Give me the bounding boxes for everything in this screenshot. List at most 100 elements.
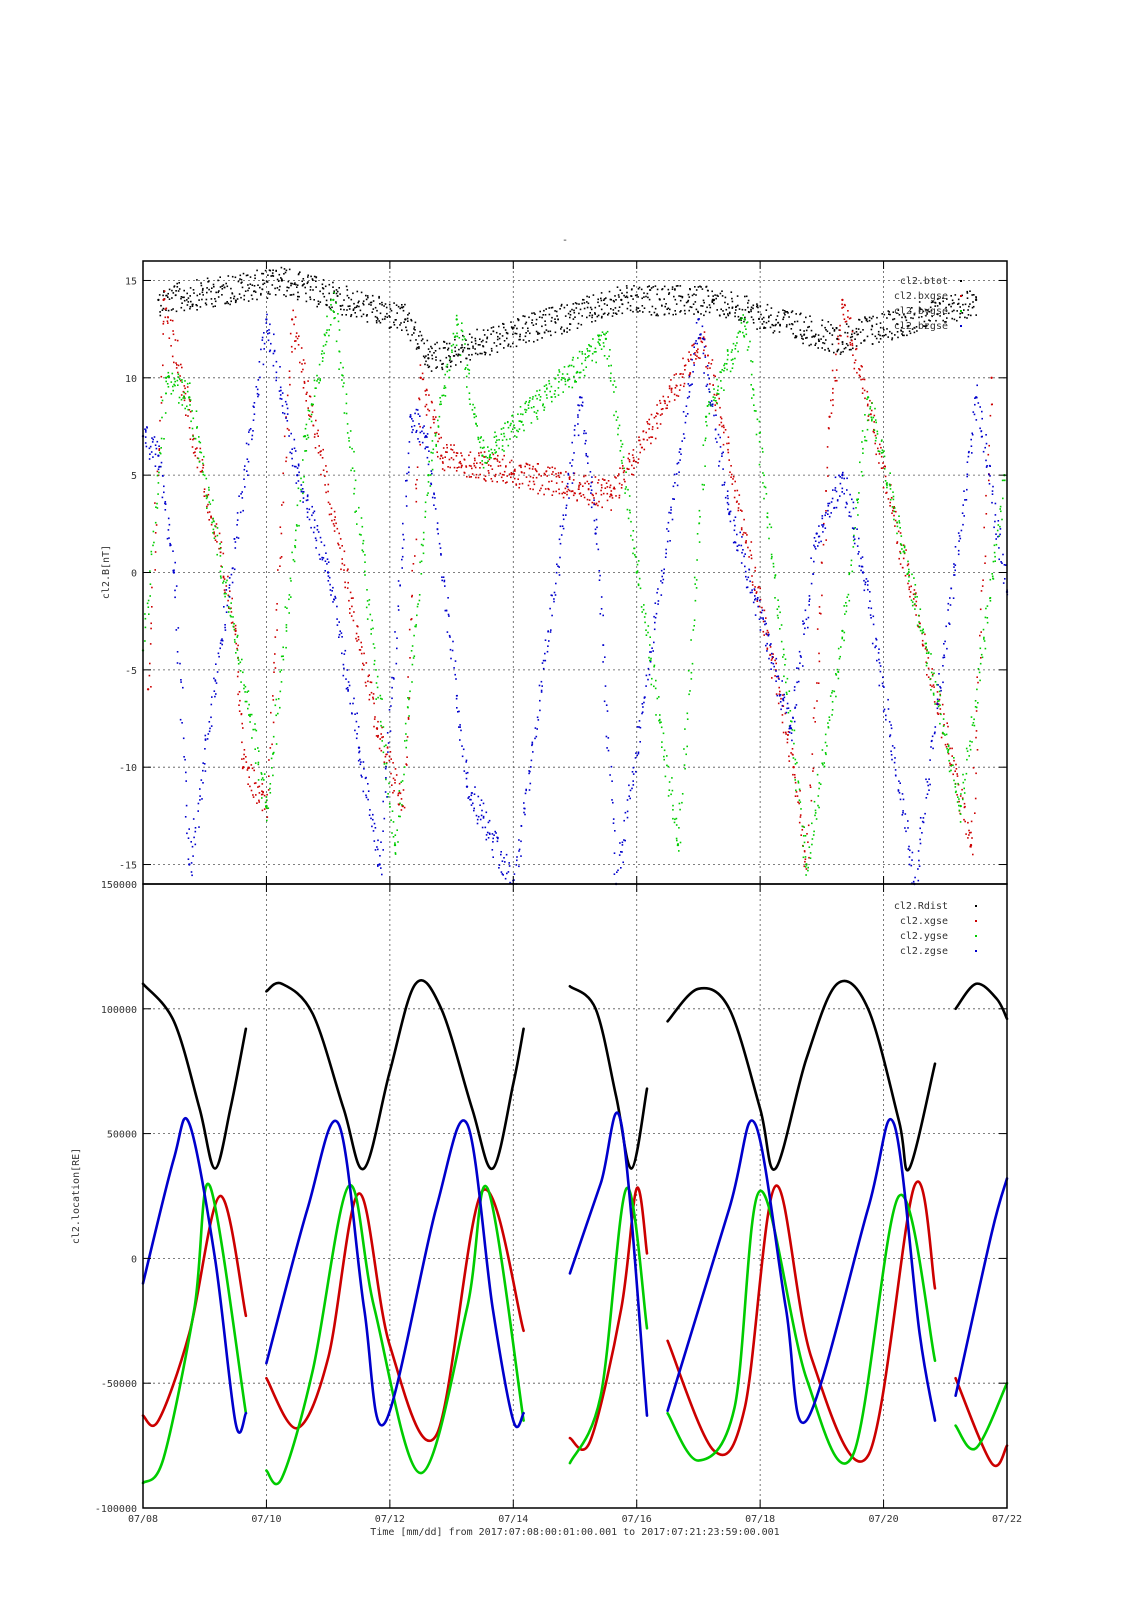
bfield-point bbox=[297, 505, 299, 507]
bfield-point bbox=[858, 328, 860, 330]
bfield-point bbox=[795, 795, 797, 797]
bfield-point bbox=[393, 821, 395, 823]
bfield-point bbox=[691, 345, 693, 347]
bfield-point bbox=[313, 425, 315, 427]
bfield-point bbox=[625, 486, 627, 488]
bfield-point bbox=[299, 362, 301, 364]
bfield-point bbox=[650, 660, 652, 662]
bfield-point bbox=[444, 347, 446, 349]
bfield-point bbox=[596, 519, 598, 521]
bfield-point bbox=[255, 782, 257, 784]
bfield-point bbox=[416, 615, 418, 617]
bfield-point bbox=[867, 391, 869, 393]
bfield-point bbox=[562, 525, 564, 527]
bfield-point bbox=[607, 331, 609, 333]
bfield-point bbox=[785, 682, 787, 684]
bfield-point bbox=[316, 306, 318, 308]
bfield-point bbox=[452, 449, 454, 451]
bfield-point bbox=[487, 460, 489, 462]
bfield-point bbox=[946, 722, 948, 724]
bfield-point bbox=[220, 555, 222, 557]
bfield-point bbox=[319, 378, 321, 380]
bfield-point bbox=[454, 467, 456, 469]
bfield-point bbox=[724, 363, 726, 365]
bfield-point bbox=[603, 644, 605, 646]
bfield-point bbox=[350, 430, 352, 432]
bfield-point bbox=[984, 640, 986, 642]
bfield-point bbox=[407, 334, 409, 336]
bfield-point bbox=[170, 345, 172, 347]
bfield-point bbox=[548, 307, 550, 309]
bfield-point bbox=[254, 402, 256, 404]
bfield-point bbox=[770, 327, 772, 329]
bfield-point bbox=[617, 434, 619, 436]
bfield-point bbox=[856, 345, 858, 347]
bfield-point bbox=[205, 770, 207, 772]
bfield-point bbox=[696, 289, 698, 291]
bfield-point bbox=[227, 600, 229, 602]
bfield-point bbox=[440, 360, 442, 362]
bfield-point bbox=[360, 761, 362, 763]
bfield-point bbox=[639, 440, 641, 442]
bfield-point bbox=[726, 369, 728, 371]
bfield-point bbox=[693, 629, 695, 631]
bfield-point bbox=[387, 316, 389, 318]
bfield-point bbox=[220, 571, 222, 573]
bfield-point bbox=[306, 450, 308, 452]
bfield-point bbox=[406, 480, 408, 482]
bfield-point bbox=[543, 409, 545, 411]
bfield-point bbox=[560, 526, 562, 528]
bfield-point bbox=[285, 401, 287, 403]
bfield-point bbox=[641, 289, 643, 291]
bfield-point bbox=[583, 299, 585, 301]
bfield-point bbox=[329, 284, 331, 286]
bfield-point bbox=[311, 421, 313, 423]
bfield-point bbox=[811, 800, 813, 802]
bfield-point bbox=[516, 860, 518, 862]
bfield-point bbox=[501, 871, 503, 873]
bfield-point bbox=[723, 444, 725, 446]
bfield-point bbox=[586, 348, 588, 350]
bfield-point bbox=[190, 841, 192, 843]
bfield-point bbox=[504, 423, 506, 425]
bfield-point bbox=[368, 676, 370, 678]
bfield-point bbox=[913, 577, 915, 579]
bfield-point bbox=[582, 405, 584, 407]
bfield-point bbox=[581, 315, 583, 317]
bfield-point bbox=[230, 608, 232, 610]
bfield-point bbox=[659, 400, 661, 402]
bfield-point bbox=[715, 410, 717, 412]
bfield-point bbox=[405, 496, 407, 498]
bfield-point bbox=[161, 402, 163, 404]
bfield-point bbox=[299, 271, 301, 273]
bfield-point bbox=[542, 485, 544, 487]
bfield-point bbox=[915, 605, 917, 607]
bfield-point bbox=[256, 270, 258, 272]
bfield-point bbox=[340, 305, 342, 307]
bfield-point bbox=[502, 874, 504, 876]
bfield-point bbox=[411, 618, 413, 620]
bfield-point bbox=[546, 397, 548, 399]
bfield-point bbox=[598, 315, 600, 317]
bfield-point bbox=[775, 319, 777, 321]
bfield-point bbox=[674, 310, 676, 312]
bfield-point bbox=[657, 289, 659, 291]
bfield-point bbox=[835, 354, 837, 356]
bfield-point bbox=[598, 479, 600, 481]
bfield-point bbox=[487, 457, 489, 459]
bfield-point bbox=[534, 411, 536, 413]
bfield-point bbox=[590, 492, 592, 494]
bfield-point bbox=[434, 419, 436, 421]
bfield-point bbox=[310, 396, 312, 398]
bfield-point bbox=[486, 839, 488, 841]
bfield-point bbox=[358, 726, 360, 728]
bfield-point bbox=[275, 715, 277, 717]
bfield-point bbox=[558, 381, 560, 383]
bfield-point bbox=[896, 522, 898, 524]
bfield-point bbox=[933, 686, 935, 688]
bfield-point bbox=[730, 465, 732, 467]
bfield-point bbox=[800, 808, 802, 810]
bfield-point bbox=[555, 396, 557, 398]
bfield-point bbox=[323, 557, 325, 559]
bfield-point bbox=[208, 519, 210, 521]
